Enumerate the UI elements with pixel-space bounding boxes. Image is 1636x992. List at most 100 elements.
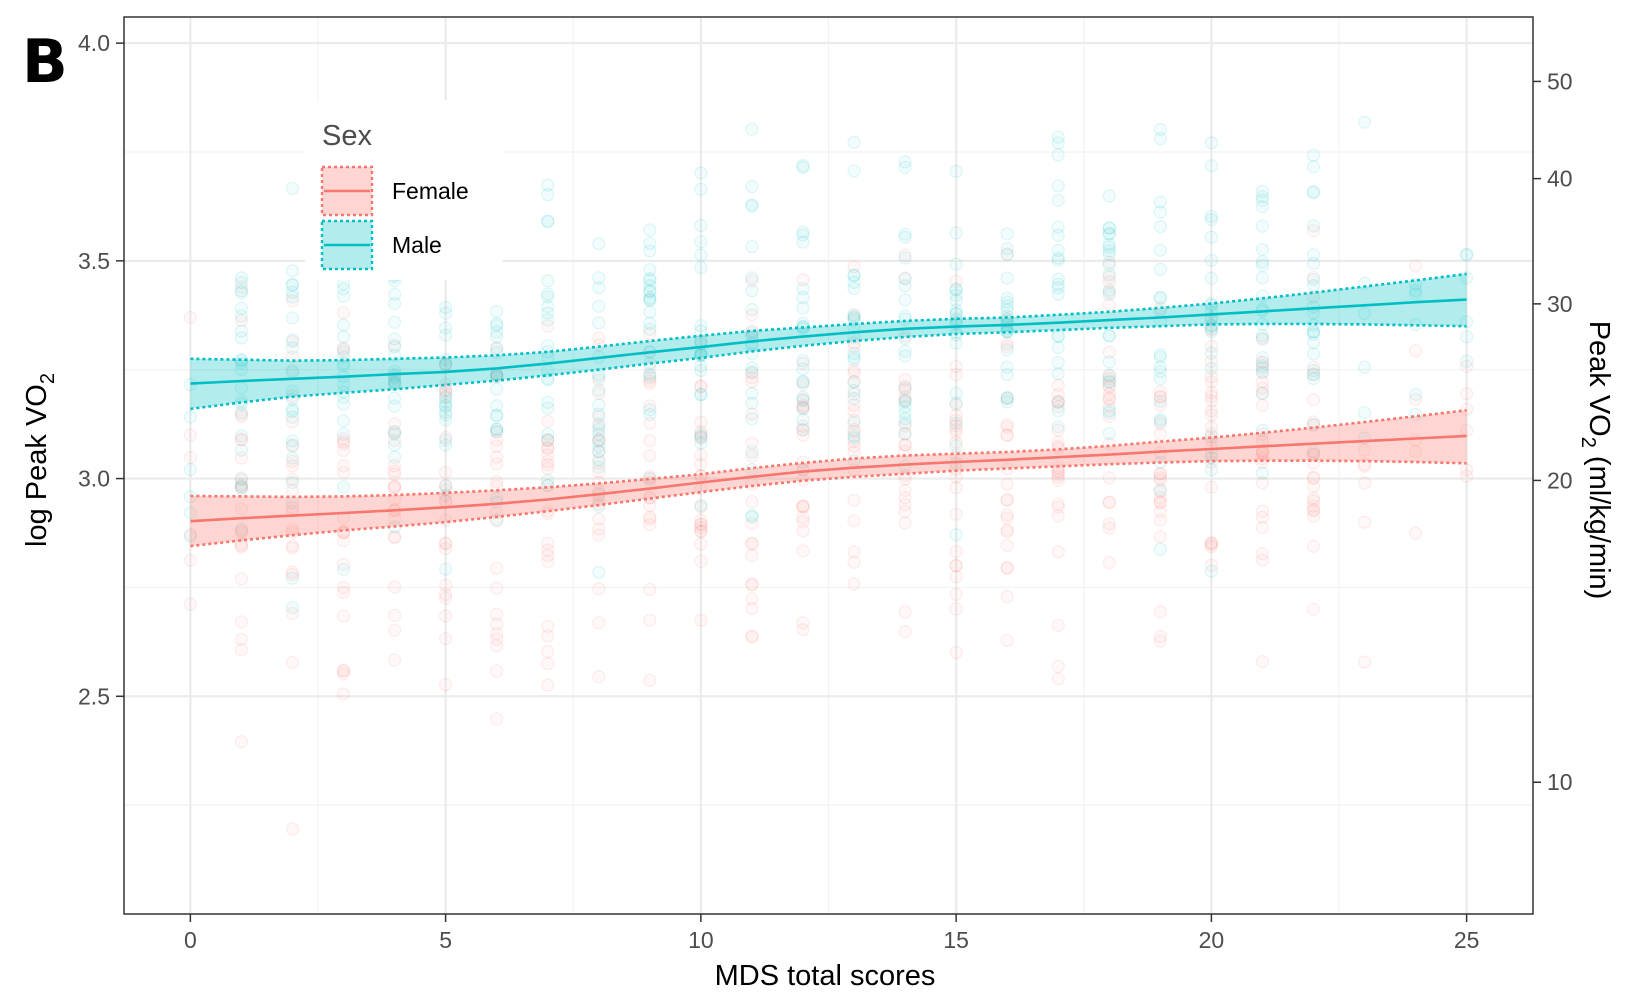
scatter-point (1460, 248, 1474, 262)
scatter-point (592, 444, 606, 459)
scatter-point (796, 524, 810, 538)
scatter-point (1204, 375, 1218, 389)
scatter-point (949, 423, 963, 437)
scatter-point (439, 395, 453, 409)
scatter-point (234, 275, 249, 290)
scatter-point (234, 313, 249, 328)
scatter-point (949, 303, 963, 317)
scatter-point (285, 539, 300, 553)
scatter-point (234, 433, 249, 447)
scatter-point (643, 471, 657, 485)
scatter-point (1204, 297, 1218, 311)
scatter-point (234, 480, 249, 494)
scatter-point (285, 655, 300, 670)
scatter-point (643, 356, 657, 371)
scatter-point (1051, 509, 1065, 523)
scatter-point (1255, 455, 1270, 469)
scatter-point (541, 644, 555, 658)
scatter-point (387, 450, 402, 464)
y-tick-label: 2.5 (78, 683, 110, 709)
scatter-point (541, 306, 555, 320)
scatter-point (847, 545, 861, 559)
y-axis-title-sub: 2 (37, 373, 59, 384)
scatter-point (1255, 520, 1270, 535)
scatter-point (745, 577, 759, 591)
scatter-point (847, 434, 861, 449)
scatter-point (796, 160, 810, 175)
scatter-point (490, 479, 504, 493)
scatter-point (183, 527, 197, 542)
scatter-point (1306, 509, 1321, 523)
scatter-point (1153, 360, 1167, 374)
scatter-point (847, 514, 861, 528)
scatter-point (285, 334, 300, 349)
scatter-point (1204, 324, 1218, 339)
scatter-point (847, 375, 861, 389)
scatter-point (1204, 346, 1218, 360)
scatter-point (694, 524, 708, 538)
scatter-point (1051, 281, 1065, 295)
scatter-point (285, 567, 300, 582)
scatter-point (490, 561, 504, 575)
scatter-point (1102, 495, 1116, 509)
scatter-point (643, 284, 657, 298)
male-fit-line (190, 298, 1467, 385)
scatter-point (745, 197, 759, 212)
scatter-point (592, 439, 606, 453)
scatter-point (439, 384, 453, 398)
scatter-point (1255, 328, 1270, 343)
scatter-point (847, 353, 861, 367)
scatter-point (1306, 504, 1321, 518)
scatter-point (1102, 380, 1116, 394)
scatter-point (592, 616, 606, 630)
scatter-point (796, 282, 810, 296)
panel-label: B (22, 27, 68, 97)
scatter-point (541, 543, 555, 557)
scatter-point (898, 483, 912, 497)
scatter-point (949, 367, 963, 382)
scatter-point (1051, 395, 1065, 410)
scatter-point (796, 510, 810, 524)
scatter-point (1460, 315, 1474, 329)
scatter-point (439, 479, 453, 493)
scatter-point (490, 512, 504, 527)
scatter-point (285, 392, 300, 406)
scatter-point (1204, 159, 1218, 173)
scatter-point (898, 271, 912, 285)
scatter-point (949, 587, 963, 601)
scatter-point (490, 330, 504, 344)
scatter-point (898, 400, 912, 414)
scatter-point (285, 525, 300, 539)
scatter-point (847, 425, 861, 439)
scatter-point (387, 433, 402, 448)
scatter-point (541, 619, 555, 634)
scatter-point (1153, 483, 1167, 497)
scatter-point (694, 524, 708, 539)
scatter-point (643, 236, 657, 250)
scatter-point (898, 381, 912, 395)
scatter-point (1255, 398, 1270, 413)
scatter-point (1255, 350, 1270, 365)
scatter-point (387, 530, 402, 544)
x-tick-label: 0 (184, 927, 197, 953)
scatter-point (285, 565, 300, 579)
scatter-point (592, 417, 606, 431)
scatter-point (1102, 275, 1116, 289)
scatter-point (1306, 445, 1321, 459)
scatter-point (898, 419, 912, 433)
y2-tick-label: 30 (1547, 291, 1573, 317)
scatter-point (1102, 226, 1116, 241)
scatter-point (796, 514, 810, 528)
scatter-point (1255, 289, 1270, 303)
scatter-point (745, 239, 759, 254)
scatter-point (285, 294, 300, 308)
scatter-point (1204, 323, 1218, 337)
scatter-point (592, 331, 606, 345)
scatter-point (1000, 299, 1014, 313)
scatter-point (643, 367, 657, 381)
scatter-point (439, 405, 453, 419)
scatter-point (285, 600, 300, 615)
scatter-point (847, 307, 861, 322)
scatter-point (796, 390, 810, 404)
scatter-point (745, 361, 759, 375)
